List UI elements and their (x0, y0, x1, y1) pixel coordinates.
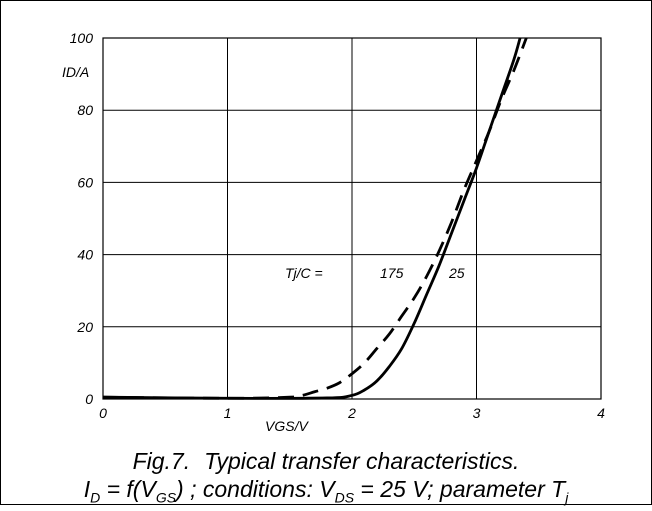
legend-title: Tj/C = (285, 265, 323, 281)
caption-subscript-j: j (565, 489, 569, 506)
figure-caption-title: Fig.7. Typical transfer characteristics. (0, 448, 652, 474)
caption-subscript-d: D (90, 489, 101, 506)
y-tick-label: 100 (70, 30, 94, 46)
x-axis-label: VGS/V (265, 418, 309, 434)
y-tick-label: 60 (77, 174, 93, 190)
series-lines (103, 37, 528, 400)
grid-lines (103, 38, 601, 399)
series-label-175: 175 (380, 265, 404, 281)
caption-text-parameter: = 25 V; parameter T (354, 476, 566, 502)
caption-text-conditions: ) ; conditions: V (176, 476, 335, 502)
series-line-175 (103, 37, 528, 400)
x-tick-label: 3 (473, 405, 481, 421)
series-line-25 (103, 37, 522, 400)
caption-subscript-gs: GS (155, 489, 177, 506)
y-tick-label: 80 (77, 102, 93, 118)
caption-subscript-ds: DS (334, 489, 355, 506)
y-tick-label: 0 (85, 391, 93, 407)
plot-border (102, 37, 602, 400)
caption-symbol-i: I (83, 476, 91, 502)
series-label-25: 25 (448, 265, 465, 281)
x-tick-label: 1 (224, 405, 232, 421)
x-tick-label: 4 (597, 405, 605, 421)
y-axis-label: ID/A (62, 64, 89, 80)
x-tick-label: 0 (99, 405, 107, 421)
figure-caption-conditions: ID = f(VGS) ; conditions: VDS = 25 V; pa… (0, 476, 652, 511)
figure-number: Fig.7. (132, 448, 191, 474)
y-tick-label: 40 (77, 247, 93, 263)
figure-title: Typical transfer characteristics. (204, 448, 520, 474)
y-tick-label: 20 (76, 319, 93, 335)
x-tick-label: 2 (347, 405, 356, 421)
caption-text-eq: = f(V (100, 476, 156, 502)
